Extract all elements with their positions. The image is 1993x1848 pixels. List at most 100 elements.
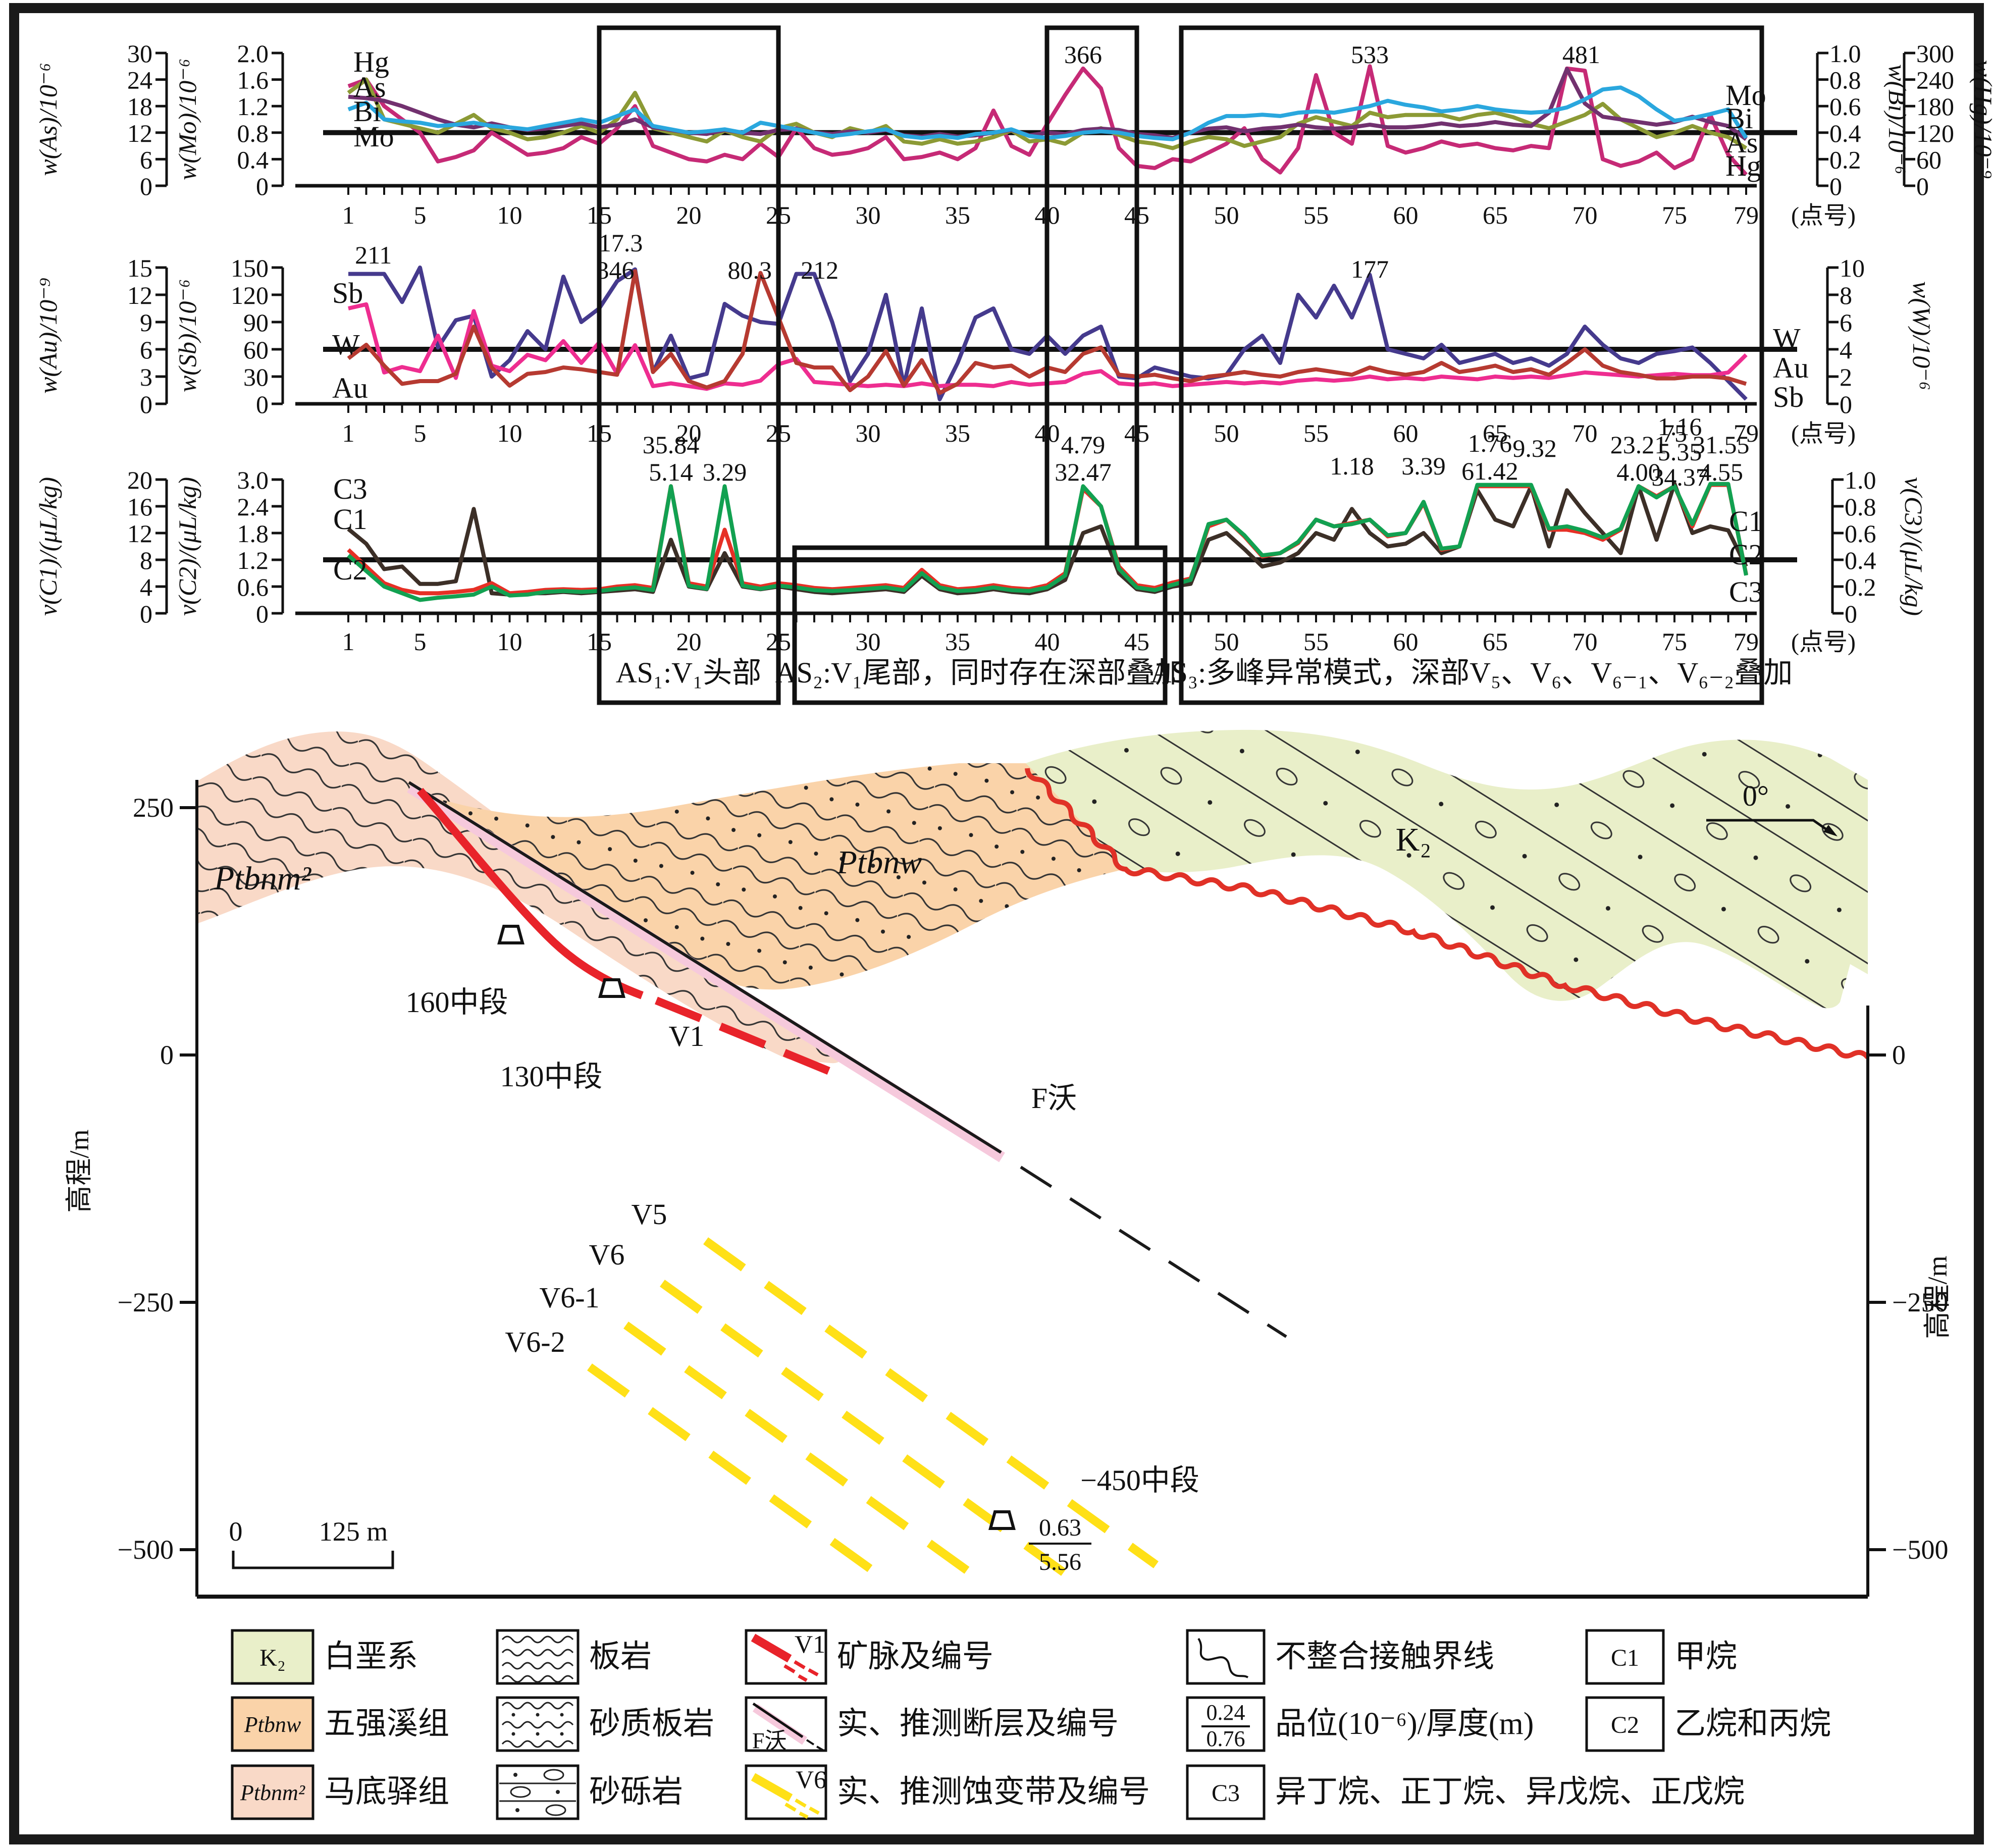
- y-tick-label: 60: [1916, 145, 1942, 174]
- zone-v6-2-line: [587, 1363, 887, 1582]
- as2-label: AS₂:V₁尾部，同时存在深部叠加: [775, 656, 1185, 689]
- peak-annotation: 34.37: [1651, 463, 1708, 491]
- y-tick-label: 60: [243, 336, 269, 364]
- x-tick-label: 35: [945, 201, 970, 229]
- y-tick-label: 2.4: [237, 493, 269, 521]
- as2-box: [792, 25, 1168, 705]
- x-tick-label: 75: [1662, 419, 1687, 447]
- x-tick-label: 35: [945, 627, 970, 656]
- y-tick-label: 15: [127, 254, 152, 282]
- svg-text:125 m: 125 m: [319, 1516, 388, 1547]
- label-v5: V5: [632, 1198, 667, 1231]
- y-tick-label: 12: [127, 119, 152, 147]
- x-tick-label: 55: [1303, 201, 1329, 229]
- series-line-c2: [347, 482, 1748, 602]
- label-adit-160: 160中段: [405, 986, 508, 1019]
- y-tick-label: 20: [127, 466, 152, 494]
- svg-text:V1: V1: [795, 1630, 825, 1658]
- x-tick-label: 50: [1214, 419, 1239, 447]
- y-tick-label: 180: [1916, 92, 1954, 121]
- legend-item-slate: 板岩: [496, 1629, 652, 1685]
- y-tick-label: 6: [140, 336, 152, 364]
- y-axis-title: w(Mo)/10⁻⁶: [173, 59, 201, 180]
- cross-section: 250 0 −250 −500 0 −250 −500 高程/m 高程/m 0°…: [64, 729, 1953, 1599]
- y-axis-title: w(W)/10⁻⁶: [1908, 281, 1936, 390]
- x-tick-label: 70: [1572, 201, 1598, 229]
- x-tick-label: 45: [1124, 627, 1149, 656]
- x-tick-label: 60: [1393, 419, 1419, 447]
- x-tick-label: 79: [1734, 419, 1759, 447]
- y-tick-label: 240: [1916, 66, 1954, 94]
- svg-text:品位(10⁻⁶)/厚度(m): 品位(10⁻⁶)/厚度(m): [1275, 1707, 1534, 1741]
- y-tick-label: 4: [140, 573, 152, 601]
- series-label-right: As: [1725, 126, 1758, 159]
- as3-box: [1179, 25, 1764, 705]
- x-tick-label: 75: [1662, 201, 1687, 229]
- y-tick-label: 30: [243, 363, 269, 391]
- y-tick-label: 9: [140, 308, 152, 337]
- series-label-right: Hg: [1725, 149, 1761, 182]
- x-tick-label: 35: [945, 419, 970, 447]
- svg-text:C1: C1: [1611, 1645, 1639, 1671]
- label-v6-1: V6-1: [539, 1281, 599, 1314]
- y-tick-label: 0: [1829, 172, 1842, 200]
- peak-annotation: 4.00: [1616, 458, 1661, 486]
- y-tick-label: 12: [127, 281, 152, 309]
- y-tick-label: 0.4: [1829, 119, 1861, 147]
- series-label-right: W: [1773, 322, 1801, 355]
- y-tick-label: 2: [1840, 363, 1852, 391]
- y-tick-label: 30: [127, 39, 152, 68]
- y-tick-label: 6: [140, 145, 152, 174]
- y-tick-label: 0.4: [237, 145, 269, 174]
- label-ptbnw: Ptbnw: [836, 844, 922, 881]
- series-label-right: Sb: [1773, 381, 1804, 413]
- svg-text:F沃: F沃: [752, 1728, 786, 1753]
- peak-annotation: 80.3: [727, 256, 772, 284]
- peak-annotation: 533: [1351, 40, 1389, 69]
- series-label-left: Mo: [353, 120, 394, 153]
- svg-text:K₂: K₂: [259, 1645, 285, 1671]
- peak-annotation: 5.35: [1658, 438, 1702, 466]
- peak-annotation: 4.79: [1061, 431, 1106, 459]
- x-tick-label: 75: [1662, 627, 1687, 656]
- series-label-left: Bi: [353, 95, 381, 128]
- x-tick-label: 30: [856, 201, 881, 229]
- ptbnw-band: [427, 763, 1125, 990]
- svg-text:Ptbnm²: Ptbnm²: [240, 1780, 305, 1805]
- x-tick-label: 1: [342, 419, 355, 447]
- svg-text:板岩: 板岩: [589, 1640, 652, 1674]
- peak-annotation: 31.55: [1693, 431, 1750, 459]
- peak-annotation: 1.18: [1330, 452, 1374, 480]
- elev-tick: −500: [1892, 1535, 1948, 1565]
- y-tick-label: 0.8: [1845, 493, 1876, 521]
- series-label-left: As: [353, 71, 386, 103]
- x-tick-label: 70: [1572, 419, 1598, 447]
- x-tick-label: 10: [497, 201, 522, 229]
- y-tick-label: 0.2: [1829, 145, 1861, 174]
- legend-item-c1: C1 甲烷: [1585, 1629, 1737, 1685]
- svg-text:实、推测蚀变带及编号: 实、推测蚀变带及编号: [837, 1775, 1150, 1809]
- ptbnm2-band: [197, 731, 841, 1064]
- y-tick-label: 1.2: [237, 546, 269, 574]
- y-tick-label: 0: [1916, 172, 1929, 200]
- x-tick-label: 55: [1303, 627, 1329, 656]
- label-adit-450: −450中段: [1080, 1464, 1199, 1497]
- y-tick-label: 0: [256, 390, 269, 418]
- y-tick-label: 12: [127, 519, 152, 548]
- svg-text:砂砾岩: 砂砾岩: [589, 1775, 683, 1809]
- peak-annotation: 481: [1562, 40, 1600, 69]
- alteration-zones: [587, 1237, 1159, 1583]
- x-axis-label: (点号): [1791, 629, 1856, 656]
- peak-annotation: 177: [1351, 255, 1389, 283]
- series-label-left: C1: [333, 503, 368, 536]
- x-axis-label: (点号): [1791, 202, 1856, 229]
- zone-v6-1-line: [623, 1322, 983, 1583]
- label-k2: K₂: [1396, 821, 1432, 858]
- legend-item-unconformity: 不整合接触界线: [1186, 1629, 1494, 1685]
- y-axis-title: v(C2)/(μL/kg): [173, 477, 201, 616]
- svg-text:0.63: 0.63: [1039, 1514, 1081, 1541]
- series-label-left: Au: [332, 372, 368, 404]
- x-tick-label: 50: [1214, 201, 1239, 229]
- as1-label: AS₁:V₁头部: [616, 656, 762, 689]
- peak-annotation: 23.21: [1610, 431, 1667, 459]
